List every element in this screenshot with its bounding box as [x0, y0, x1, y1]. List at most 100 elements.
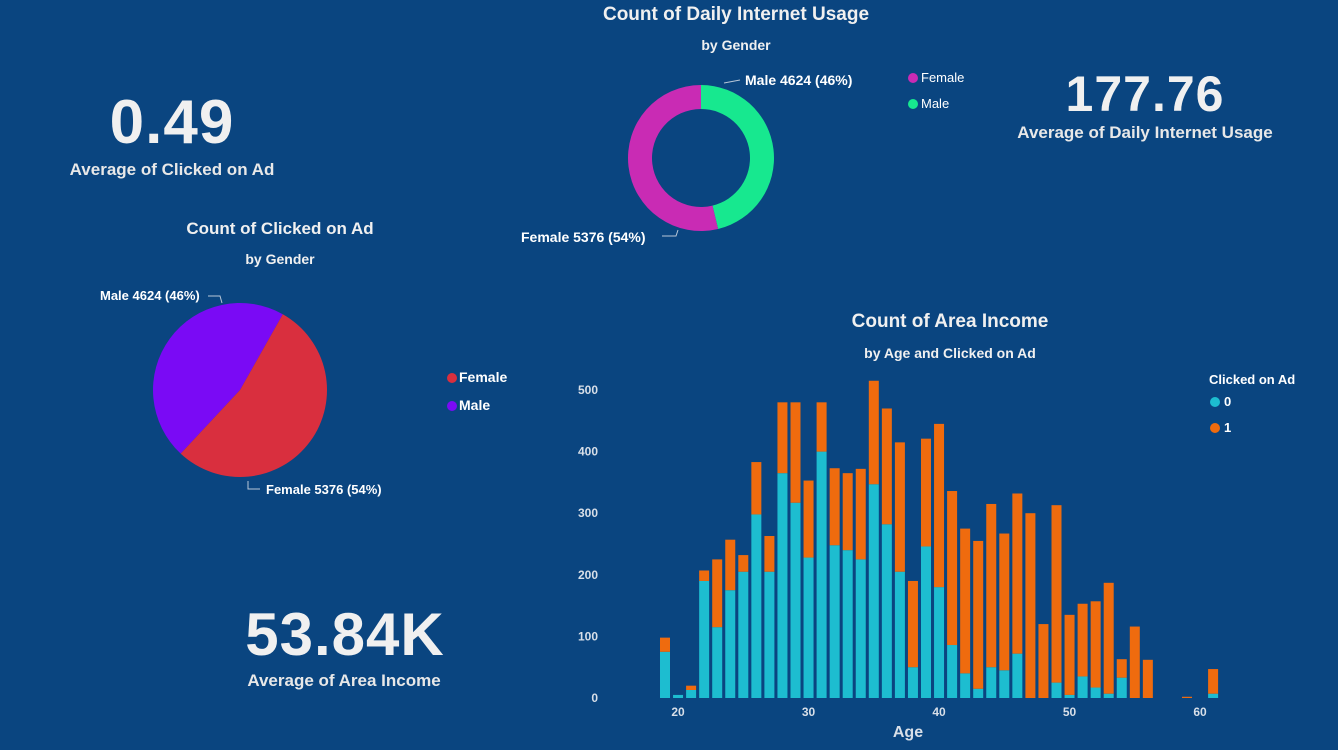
bar-ytick-label: 100 — [578, 629, 598, 643]
bar-segment-age-54-clicked-1[interactable] — [1116, 659, 1127, 678]
bar-segment-age-28-clicked-1[interactable] — [777, 402, 788, 474]
bar-segment-age-53-clicked-0[interactable] — [1103, 693, 1114, 698]
bar-chart: 0 100 200 300 400 500 20 30 40 50 60 — [578, 380, 1219, 719]
bar-chart-title: Count of Area Income — [851, 311, 1049, 332]
bar-segment-age-47-clicked-1[interactable] — [1025, 513, 1036, 698]
bar-segment-age-56-clicked-1[interactable] — [1142, 659, 1153, 698]
bar-segment-age-44-clicked-0[interactable] — [986, 667, 997, 698]
pie-slice-female[interactable] — [180, 314, 328, 478]
bar-segment-age-24-clicked-1[interactable] — [725, 539, 736, 591]
donut-leader-female — [662, 229, 679, 237]
bar-segment-age-51-clicked-1[interactable] — [1077, 603, 1088, 677]
pie-label-female: Female 5376 (54%) — [266, 482, 382, 497]
bar-segment-age-25-clicked-0[interactable] — [738, 571, 749, 698]
bar-segment-age-32-clicked-0[interactable] — [829, 545, 840, 698]
bar-segment-age-21-clicked-0[interactable] — [686, 689, 697, 698]
bar-segment-age-53-clicked-1[interactable] — [1103, 582, 1114, 694]
bar-segment-age-46-clicked-1[interactable] — [1012, 493, 1023, 654]
bar-segment-age-22-clicked-0[interactable] — [699, 580, 710, 698]
bar-segment-age-43-clicked-1[interactable] — [973, 540, 984, 689]
pie-chart — [153, 303, 328, 478]
bar-segment-age-29-clicked-0[interactable] — [790, 502, 801, 698]
bar-segment-age-35-clicked-0[interactable] — [868, 484, 879, 698]
bar-segment-age-43-clicked-0[interactable] — [973, 688, 984, 698]
bar-segment-age-54-clicked-0[interactable] — [1116, 677, 1127, 698]
bar-segment-age-41-clicked-1[interactable] — [947, 491, 958, 646]
bar-segment-age-48-clicked-1[interactable] — [1038, 624, 1049, 698]
bar-xtick-label: 50 — [1063, 705, 1077, 719]
bar-segment-age-39-clicked-1[interactable] — [921, 438, 931, 547]
bar-segment-age-38-clicked-1[interactable] — [907, 580, 918, 668]
donut-chart-title: Count of Daily Internet Usage — [602, 4, 870, 25]
bar-segment-age-25-clicked-1[interactable] — [738, 555, 749, 572]
bar-segment-age-23-clicked-1[interactable] — [712, 559, 723, 628]
bar-segment-age-19-clicked-1[interactable] — [660, 637, 670, 652]
bar-segment-age-49-clicked-0[interactable] — [1051, 682, 1062, 698]
bar-segment-age-61-clicked-1[interactable] — [1208, 669, 1219, 694]
donut-slice-female[interactable] — [628, 85, 719, 231]
pie-legend-male: Male — [459, 397, 490, 413]
bar-segment-age-26-clicked-0[interactable] — [751, 514, 762, 698]
bar-segment-age-46-clicked-0[interactable] — [1012, 653, 1023, 698]
bar-segment-age-37-clicked-0[interactable] — [894, 571, 905, 698]
bar-segment-age-40-clicked-0[interactable] — [934, 587, 945, 698]
bar-segment-age-52-clicked-1[interactable] — [1090, 601, 1101, 688]
bar-segment-age-30-clicked-1[interactable] — [803, 480, 814, 558]
bar-segment-age-30-clicked-0[interactable] — [803, 557, 814, 698]
bar-segment-age-61-clicked-0[interactable] — [1208, 693, 1219, 698]
bar-ytick-label: 500 — [578, 383, 598, 397]
pie-leader-male — [208, 295, 223, 304]
bar-segment-age-36-clicked-0[interactable] — [881, 524, 892, 698]
bar-ytick-label: 200 — [578, 568, 598, 582]
bar-segment-age-52-clicked-0[interactable] — [1090, 687, 1101, 698]
bar-segment-age-37-clicked-1[interactable] — [894, 442, 905, 572]
bar-segment-age-20-clicked-0[interactable] — [673, 694, 684, 698]
bar-segment-age-27-clicked-0[interactable] — [764, 571, 775, 698]
bar-segment-age-45-clicked-1[interactable] — [999, 533, 1010, 671]
bar-ytick-label: 300 — [578, 506, 598, 520]
bar-segment-age-31-clicked-1[interactable] — [816, 402, 827, 452]
bar-segment-age-50-clicked-0[interactable] — [1064, 694, 1075, 698]
bar-segment-age-55-clicked-1[interactable] — [1129, 626, 1140, 698]
bar-segment-age-19-clicked-0[interactable] — [660, 651, 670, 698]
bar-segment-age-59-clicked-1[interactable] — [1182, 696, 1192, 698]
bar-segment-age-27-clicked-1[interactable] — [764, 535, 775, 572]
bar-segment-age-31-clicked-0[interactable] — [816, 451, 827, 698]
donut-legend-female: Female — [921, 70, 964, 85]
bar-segment-age-34-clicked-1[interactable] — [855, 468, 866, 560]
bar-segment-age-42-clicked-0[interactable] — [960, 673, 971, 698]
pie-slice-male[interactable] — [153, 303, 283, 454]
kpi-usage-label: Average of Daily Internet Usage — [1017, 123, 1273, 142]
bar-segment-age-45-clicked-0[interactable] — [999, 670, 1010, 698]
bar-segment-age-26-clicked-1[interactable] — [751, 462, 762, 515]
bar-ytick-label: 400 — [578, 445, 598, 459]
bar-segment-age-22-clicked-1[interactable] — [699, 570, 710, 581]
bar-segment-age-42-clicked-1[interactable] — [960, 528, 971, 674]
bar-segment-age-33-clicked-0[interactable] — [842, 550, 853, 698]
bar-segment-age-34-clicked-0[interactable] — [855, 559, 866, 698]
bar-segment-age-21-clicked-1[interactable] — [686, 685, 697, 690]
bar-segment-age-40-clicked-1[interactable] — [934, 423, 945, 588]
bar-segment-age-51-clicked-0[interactable] — [1077, 676, 1088, 698]
bar-xtick-label: 30 — [802, 705, 816, 719]
donut-legend-male: Male — [921, 96, 949, 111]
donut-chart-subtitle: by Gender — [701, 37, 771, 53]
donut-legend-female-marker — [908, 73, 918, 83]
bar-segment-age-49-clicked-1[interactable] — [1051, 505, 1062, 683]
bar-segment-age-33-clicked-1[interactable] — [842, 473, 853, 551]
bar-segment-age-29-clicked-1[interactable] — [790, 402, 801, 503]
bar-segment-age-32-clicked-1[interactable] — [829, 468, 840, 546]
donut-slice-male[interactable] — [701, 85, 775, 229]
pie-leader-female — [247, 481, 260, 490]
bar-segment-age-24-clicked-0[interactable] — [725, 590, 736, 698]
bar-segment-age-38-clicked-0[interactable] — [907, 667, 918, 698]
bar-segment-age-28-clicked-0[interactable] — [777, 473, 788, 698]
bar-segment-age-39-clicked-0[interactable] — [921, 546, 931, 698]
bar-segment-age-36-clicked-1[interactable] — [881, 408, 892, 525]
bar-segment-age-50-clicked-1[interactable] — [1064, 614, 1075, 695]
bar-segment-age-35-clicked-1[interactable] — [868, 380, 879, 485]
bar-segment-age-44-clicked-1[interactable] — [986, 503, 997, 668]
bar-segment-age-41-clicked-0[interactable] — [947, 645, 958, 698]
bar-xtick-label: 20 — [671, 705, 685, 719]
bar-segment-age-23-clicked-0[interactable] — [712, 627, 723, 698]
